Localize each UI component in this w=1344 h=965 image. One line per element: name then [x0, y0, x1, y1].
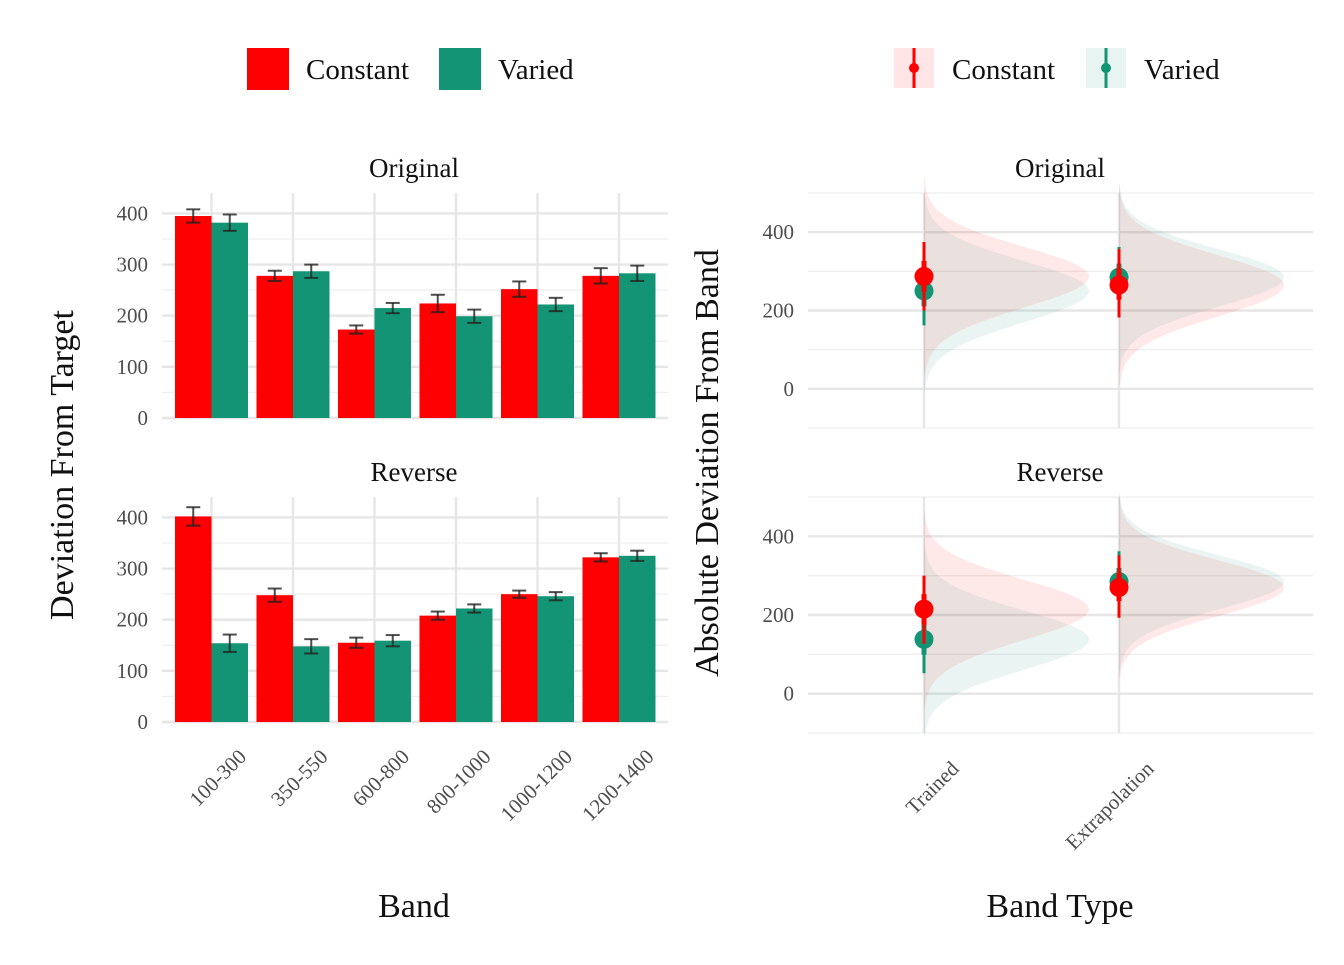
density-varied	[1119, 183, 1284, 372]
bar-constant	[501, 289, 538, 418]
density-constant	[924, 176, 1089, 377]
y-tick-label: 400	[763, 524, 795, 548]
bar-constant	[582, 275, 619, 418]
y-tick-label: 100	[117, 355, 149, 379]
x-tick-label: 1000-1200	[496, 745, 577, 826]
density-constant	[1119, 496, 1284, 679]
bar-varied	[211, 643, 248, 722]
density-varied	[1119, 492, 1284, 671]
y-tick-label: 0	[138, 406, 149, 430]
y-tick-label: 200	[117, 608, 149, 632]
x-tick-label: 350-550	[266, 745, 332, 811]
point-constant	[914, 266, 934, 286]
point-constant	[1109, 577, 1129, 597]
legend-swatch-varied	[439, 48, 481, 90]
left-x-axis-title: Band	[378, 888, 450, 925]
bar-varied	[537, 596, 574, 722]
legend-right: Constant Varied	[894, 48, 1220, 88]
legend-key-constant-point	[909, 63, 919, 73]
right-strip-original: Original	[1015, 153, 1105, 183]
bar-varied	[374, 640, 411, 722]
bar-varied	[619, 273, 656, 418]
legend-label-constant: Constant	[306, 54, 409, 86]
density-varied	[924, 190, 1089, 392]
y-tick-label: 400	[117, 201, 149, 225]
bar-varied	[293, 271, 330, 418]
right-x-axis-title: Band Type	[986, 888, 1133, 925]
density-constant	[1119, 185, 1284, 385]
y-tick-label: 0	[138, 710, 149, 734]
y-tick-label: 200	[763, 299, 795, 323]
y-tick-label: 0	[784, 682, 795, 706]
x-tick-label: 800-1000	[422, 745, 496, 819]
y-tick-label: 400	[117, 505, 149, 529]
density-varied	[924, 542, 1089, 737]
bar-varied	[456, 316, 493, 418]
density-constant	[924, 510, 1089, 709]
right-y-axis-title: Absolute Deviation From Band	[689, 249, 726, 677]
bar-varied	[456, 608, 493, 722]
bar-constant	[582, 557, 619, 722]
bar-varied	[293, 646, 330, 722]
y-tick-label: 0	[784, 377, 795, 401]
legend-left: Constant Varied	[247, 48, 574, 90]
legend-swatch-constant	[247, 48, 289, 90]
y-tick-label: 300	[117, 557, 149, 581]
bar-constant	[338, 642, 375, 722]
left-strip-original: Original	[369, 153, 459, 183]
bar-constant	[501, 594, 538, 722]
bar-varied	[211, 222, 248, 418]
point-constant	[1109, 275, 1129, 295]
y-tick-label: 100	[117, 659, 149, 683]
bar-constant	[256, 275, 293, 418]
legend-key-varied-point	[1101, 63, 1111, 73]
x-tick-label: Trained	[901, 756, 964, 819]
bar-varied	[619, 555, 656, 722]
bar-varied	[537, 304, 574, 418]
legend-right-label-varied: Varied	[1144, 54, 1220, 86]
bar-varied	[374, 308, 411, 418]
bar-constant	[419, 615, 456, 722]
y-tick-label: 300	[117, 253, 149, 277]
x-tick-label: 100-300	[185, 745, 251, 811]
point-constant	[914, 599, 934, 619]
x-tick-label: Extrapolation	[1061, 756, 1159, 854]
y-tick-label: 200	[763, 603, 795, 627]
bar-constant	[256, 595, 293, 722]
x-tick-label: 600-800	[348, 745, 414, 811]
right-strip-reverse: Reverse	[1017, 457, 1104, 487]
y-tick-label: 200	[117, 304, 149, 328]
left-y-axis-title: Deviation From Target	[44, 310, 81, 620]
legend-right-label-constant: Constant	[952, 54, 1055, 86]
bar-constant	[175, 516, 212, 722]
y-tick-label: 400	[763, 220, 795, 244]
bar-constant	[175, 216, 212, 418]
x-tick-label: 1200-1400	[577, 745, 658, 826]
left-strip-reverse: Reverse	[371, 457, 458, 487]
legend-label-varied: Varied	[498, 54, 574, 86]
bar-constant	[338, 329, 375, 418]
bar-constant	[419, 303, 456, 418]
